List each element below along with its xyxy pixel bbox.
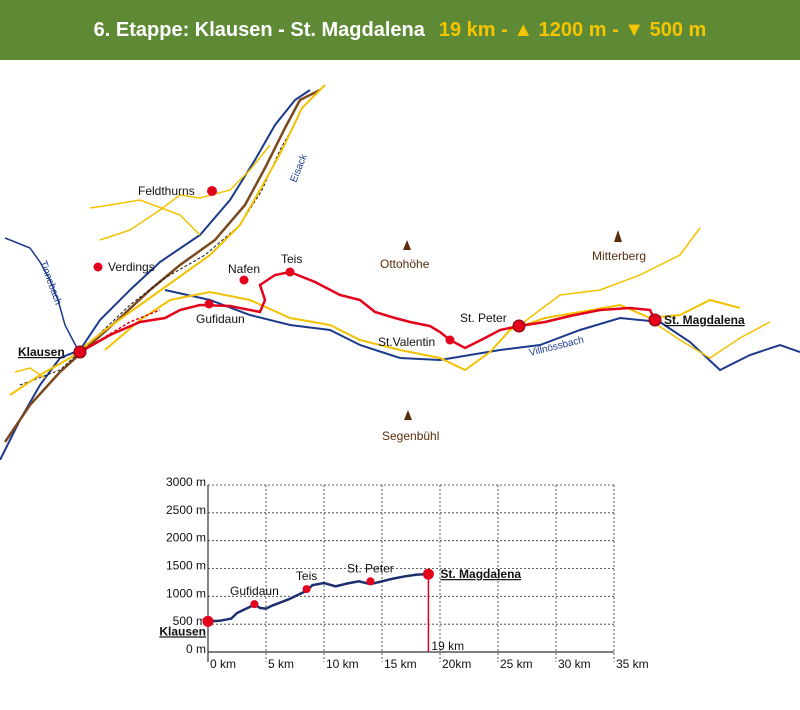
profile-point-label: Gufidaun [230, 584, 279, 598]
railway-line [3, 88, 321, 443]
place-teis: Teis [281, 252, 302, 277]
elevation-line [207, 572, 429, 623]
peak-mitterberg: Mitterberg [592, 230, 646, 263]
svg-text:Mitterberg: Mitterberg [592, 249, 646, 263]
svg-text:Klausen: Klausen [18, 345, 65, 359]
x-tick-label: 35 km [616, 657, 649, 671]
x-tick-label: 10 km [326, 657, 359, 671]
x-tick-label: 15 km [384, 657, 417, 671]
svg-text:St. Peter: St. Peter [460, 311, 507, 325]
route-variant-dotted [79, 309, 161, 353]
profile-point-label: St. Magdalena [440, 567, 521, 581]
place-st-peter: St. Peter [460, 311, 526, 333]
distance-marker-label: 19 km [431, 639, 464, 653]
stage-stats: 19 km - ▲ 1200 m - ▼ 500 m [438, 18, 707, 41]
profile-points: Klausen Gufidaun Teis St. Peter St. Magdalen… [159, 561, 521, 638]
place-klausen: Klausen [18, 345, 87, 359]
y-tick-label: 500 m [173, 614, 206, 628]
profile-point [202, 615, 214, 627]
x-tick-label: 30 km [558, 657, 591, 671]
river-villnoessbach [164, 289, 800, 372]
profile-y-axis: 0 m 500 m 1000 m 1500 m 2000 m 2500 m 3000 m [166, 475, 206, 656]
place-gufidaun: Gufidaun [196, 299, 245, 326]
hiking-route [79, 270, 657, 354]
road-villnoess [104, 290, 741, 372]
svg-text:Nafen: Nafen [228, 262, 260, 276]
profile-point-label: St. Peter [347, 561, 394, 575]
peak-ottohoehe: Ottohöhe [380, 240, 430, 271]
x-tick-label: 25 km [500, 657, 533, 671]
road-east [649, 319, 771, 359]
header-banner: 6. Etappe: Klausen - St. Magdalena 19 km… [0, 0, 800, 60]
svg-text:Teis: Teis [281, 252, 302, 266]
river-tinnebach [4, 237, 79, 351]
profile-point-label: Teis [296, 569, 317, 583]
profile-point [366, 577, 375, 586]
svg-text:Segenbühl: Segenbühl [382, 429, 439, 443]
profile-x-axis: 0 km 5 km 10 km 15 km 20km 25 km 30 km 35 km [210, 657, 649, 671]
road-klausen-west [14, 367, 46, 379]
place-nafen: Nafen [228, 262, 260, 285]
road-feldthurns [99, 144, 271, 241]
profile-grid [207, 484, 615, 662]
x-tick-label: 20km [442, 657, 471, 671]
svg-text:Gufidaun: Gufidaun [196, 312, 245, 326]
svg-text:St. Magdalena: St. Magdalena [664, 313, 745, 327]
stage-title: 6. Etappe: Klausen - St. Magdalena [93, 18, 425, 41]
road-mitterberg [519, 227, 701, 326]
road-main [9, 84, 326, 396]
y-tick-label: 1500 m [166, 559, 206, 573]
route-map: Klausen Gufidaun Teis Nafen Verdings Fel… [0, 84, 800, 460]
peak-segenbuehl: Segenbühl [382, 410, 439, 443]
place-st-valentin: St.Valentin [378, 335, 455, 349]
profile-point [302, 585, 311, 594]
place-verdings: Verdings [93, 260, 155, 274]
x-tick-label: 5 km [268, 657, 294, 671]
y-tick-label: 2500 m [166, 503, 206, 517]
svg-text:Ottohöhe: Ottohöhe [380, 257, 430, 271]
road-upper [89, 199, 201, 236]
y-tick-label: 3000 m [166, 475, 206, 489]
svg-text:St.Valentin: St.Valentin [378, 335, 435, 349]
y-tick-label: 2000 m [166, 531, 206, 545]
profile-point [422, 568, 434, 580]
river-eisack [0, 89, 311, 460]
x-tick-label: 0 km [210, 657, 236, 671]
profile-point [250, 600, 259, 609]
svg-text:Feldthurns: Feldthurns [138, 184, 195, 198]
y-tick-label: 1000 m [166, 586, 206, 600]
place-feldthurns: Feldthurns [138, 184, 217, 198]
place-st-magdalena: St. Magdalena [648, 313, 745, 327]
y-tick-label: 0 m [186, 642, 206, 656]
profile-point-label: Klausen [159, 624, 206, 638]
svg-text:Verdings: Verdings [108, 260, 155, 274]
